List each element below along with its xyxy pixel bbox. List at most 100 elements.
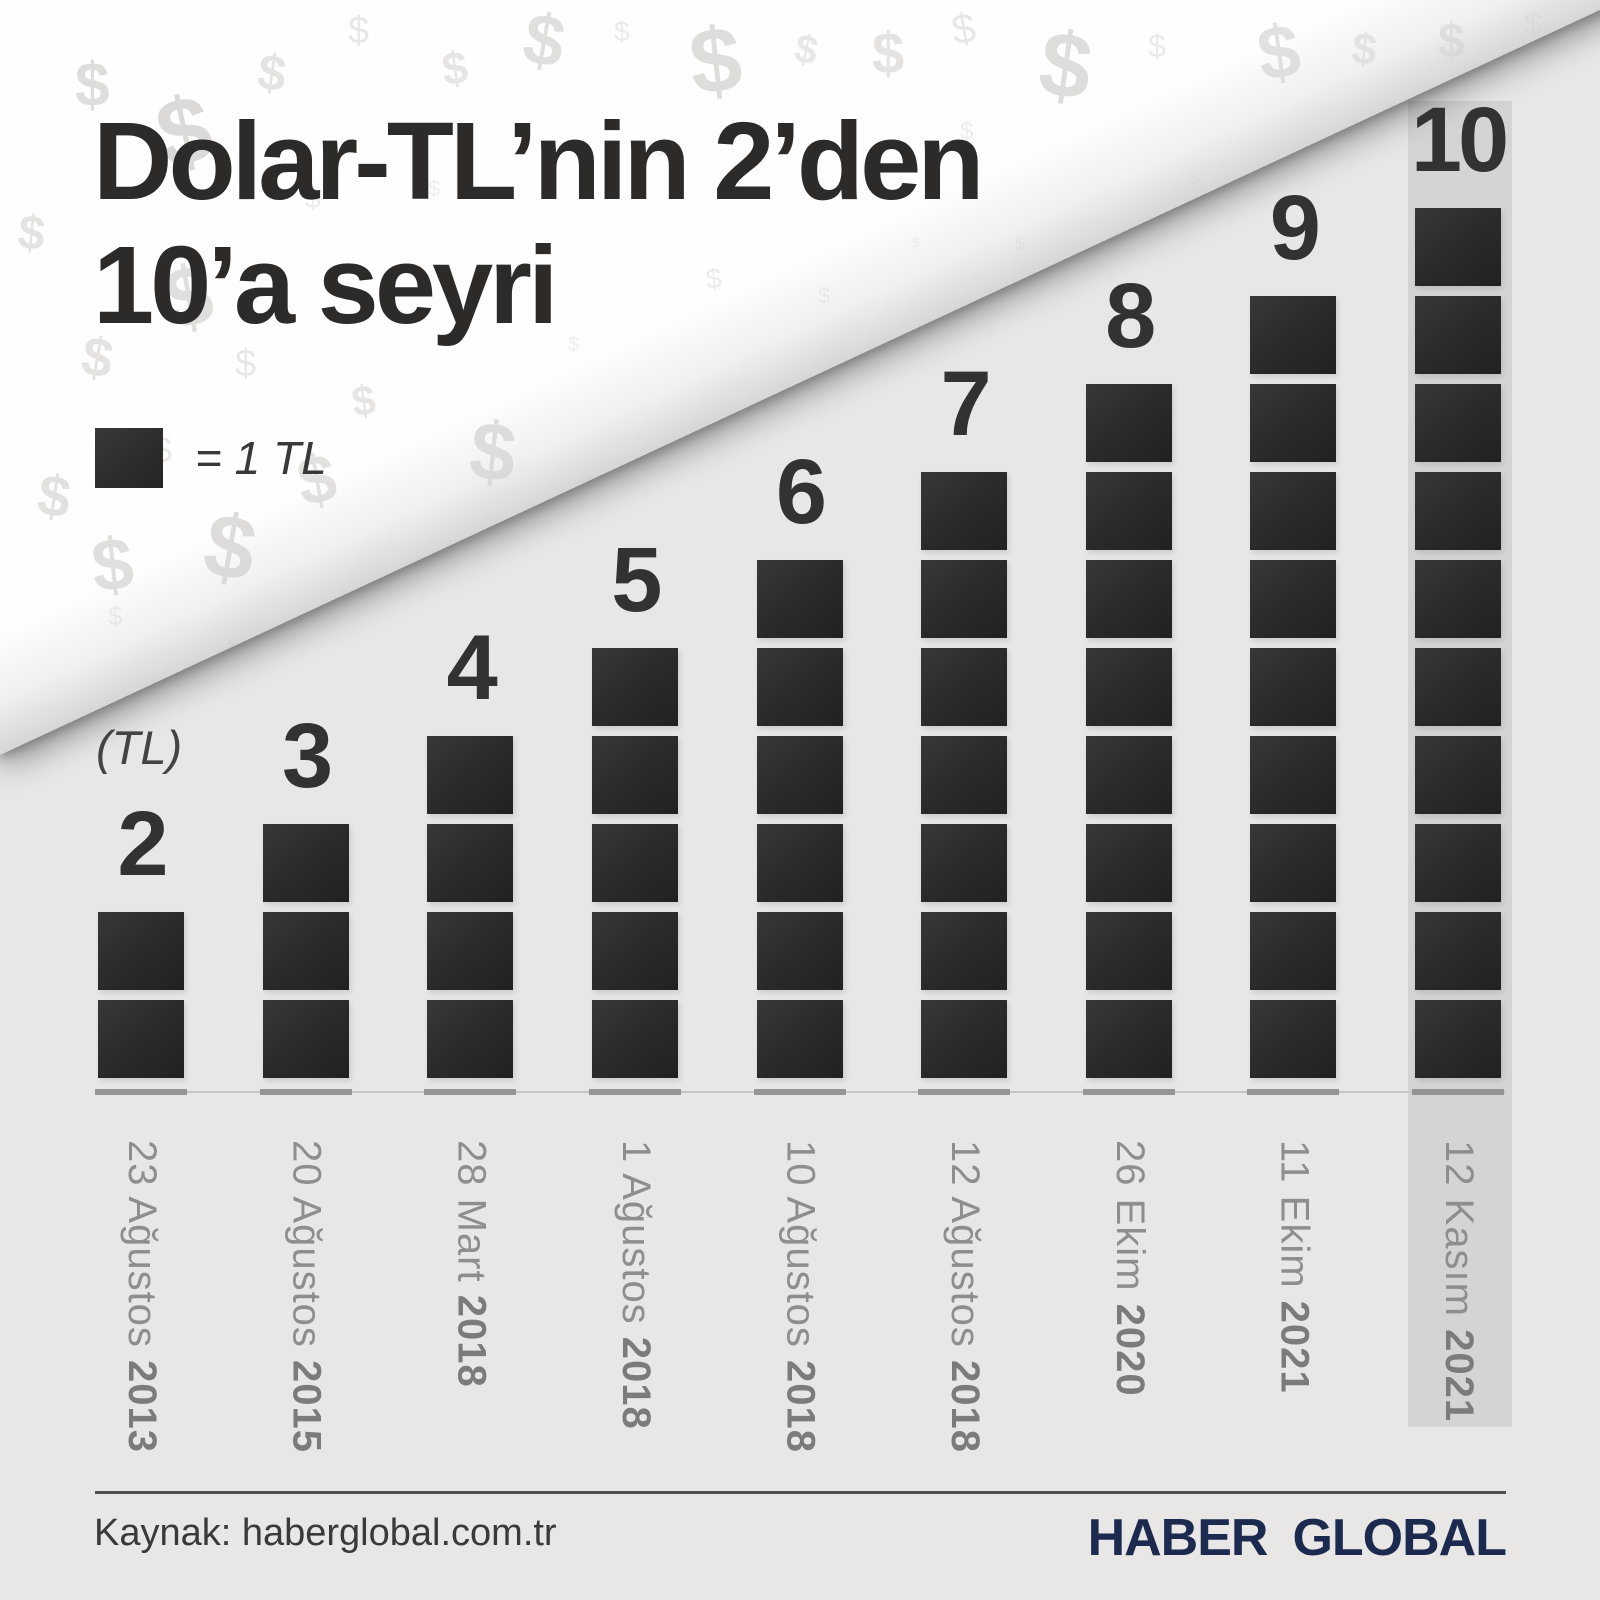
tl-square-icon [756, 736, 843, 814]
axis-tick [1082, 1089, 1175, 1095]
date-label: 1 Ağustos 2018 [613, 1140, 658, 1430]
legend-square-icon [95, 428, 163, 488]
bar-column [1250, 296, 1337, 1078]
axis-tick [1247, 1089, 1340, 1095]
tl-square-icon [921, 1000, 1008, 1078]
tl-square-icon [1250, 912, 1337, 990]
tl-square-icon [1250, 1000, 1337, 1078]
tl-square-icon [98, 1000, 184, 1078]
tl-square-icon [427, 912, 514, 990]
tl-square-icon [1415, 296, 1501, 374]
tl-square-icon [1415, 472, 1501, 550]
legend: = 1 TL [95, 428, 327, 488]
tl-square-icon [1415, 824, 1501, 902]
legend-label: = 1 TL [195, 432, 327, 484]
bar-value-label: 6 [775, 441, 827, 544]
tl-square-icon [1415, 560, 1501, 638]
tl-square-icon [1250, 296, 1337, 374]
tl-square-icon [591, 912, 678, 990]
tl-square-icon [1415, 648, 1501, 726]
tl-square-icon [756, 912, 843, 990]
tl-square-icon [756, 1000, 843, 1078]
bar-value-label: 9 [1269, 177, 1321, 280]
haber-global-logo: HABER GLOBAL [1087, 1508, 1507, 1568]
tl-square-icon [591, 824, 678, 902]
tl-square-icon [921, 472, 1008, 550]
tl-square-icon [756, 648, 843, 726]
tl-square-icon [921, 648, 1008, 726]
bar-column [591, 648, 678, 1078]
tl-square-icon [921, 912, 1008, 990]
tl-square-icon [1250, 472, 1337, 550]
bar-column [427, 736, 514, 1078]
axis-tick [1412, 1089, 1504, 1095]
date-label: 10 Ağustos 2018 [778, 1140, 823, 1454]
bar-value-label: 7 [940, 353, 992, 456]
tl-square-icon [262, 1000, 349, 1078]
tl-square-icon [262, 912, 349, 990]
tl-square-icon [1085, 824, 1172, 902]
bar-value-label: 8 [1105, 265, 1156, 368]
bar-column [1085, 384, 1172, 1078]
date-label: 26 Ekim 2020 [1107, 1140, 1152, 1397]
tl-square-icon [1250, 736, 1337, 814]
tl-square-icon [1085, 472, 1172, 550]
date-label: 23 Ağustos 2013 [120, 1140, 164, 1454]
date-label: 20 Ağustos 2015 [284, 1140, 329, 1454]
tl-square-icon [1085, 384, 1172, 462]
date-label: 12 Kasım 2021 [1437, 1140, 1481, 1423]
tl-square-icon [1250, 384, 1337, 462]
tl-square-icon [427, 736, 514, 814]
axis-tick [424, 1089, 517, 1095]
tl-square-icon [1085, 736, 1172, 814]
logo-haber: HABER [1087, 1509, 1269, 1567]
tl-square-icon [1415, 208, 1501, 286]
bar-value-label: 3 [282, 705, 333, 808]
bar-column [921, 472, 1008, 1078]
tl-square-icon [756, 560, 843, 638]
axis-tick [753, 1089, 846, 1095]
tl-square-icon [1085, 1000, 1172, 1078]
tl-square-icon [1415, 1000, 1501, 1078]
tl-square-icon [1250, 648, 1337, 726]
date-label: 12 Ağustos 2018 [943, 1140, 988, 1454]
tl-square-icon [921, 560, 1008, 638]
tl-square-icon [427, 824, 514, 902]
bar-column [756, 560, 843, 1078]
date-label: 28 Mart 2018 [449, 1140, 494, 1388]
tl-square-icon [591, 1000, 678, 1078]
tl-square-icon [1085, 912, 1172, 990]
bar-column [98, 912, 184, 1078]
source-credit: Kaynak: haberglobal.com.tr [94, 1512, 557, 1554]
tl-square-icon [1085, 648, 1172, 726]
tl-square-icon [921, 824, 1008, 902]
axis-tick [259, 1089, 352, 1095]
bar-column [262, 824, 349, 1078]
tl-square-icon [1415, 736, 1501, 814]
tl-square-icon [1415, 384, 1501, 462]
page-title: Dolar-TL’nin 2’den 10’a seyri [93, 100, 984, 349]
axis-tick [588, 1089, 681, 1095]
tl-square-icon [1085, 560, 1172, 638]
tl-square-icon [1250, 560, 1337, 638]
date-label: 11 Ekim 2021 [1272, 1140, 1317, 1394]
tl-square-icon [591, 648, 678, 726]
axis-tick [95, 1089, 187, 1095]
logo-red-bar-icon [1276, 1514, 1283, 1562]
axis-tick [918, 1089, 1011, 1095]
tl-square-icon [756, 824, 843, 902]
tl-square-icon [427, 1000, 514, 1078]
tl-square-icon [1415, 912, 1501, 990]
title-line-1: Dolar-TL’nin 2’den [93, 100, 984, 223]
tl-square-icon [98, 912, 184, 990]
footer-divider [95, 1491, 1506, 1494]
title-line-2: 10’a seyri [93, 224, 559, 348]
tl-square-icon [591, 736, 678, 814]
axis-unit-label: (TL) [96, 721, 183, 774]
logo-global: GLOBAL [1292, 1509, 1507, 1567]
bar-value-label: 2 [117, 793, 168, 896]
tl-square-icon [262, 824, 349, 902]
bar-value-label: 4 [446, 617, 498, 720]
